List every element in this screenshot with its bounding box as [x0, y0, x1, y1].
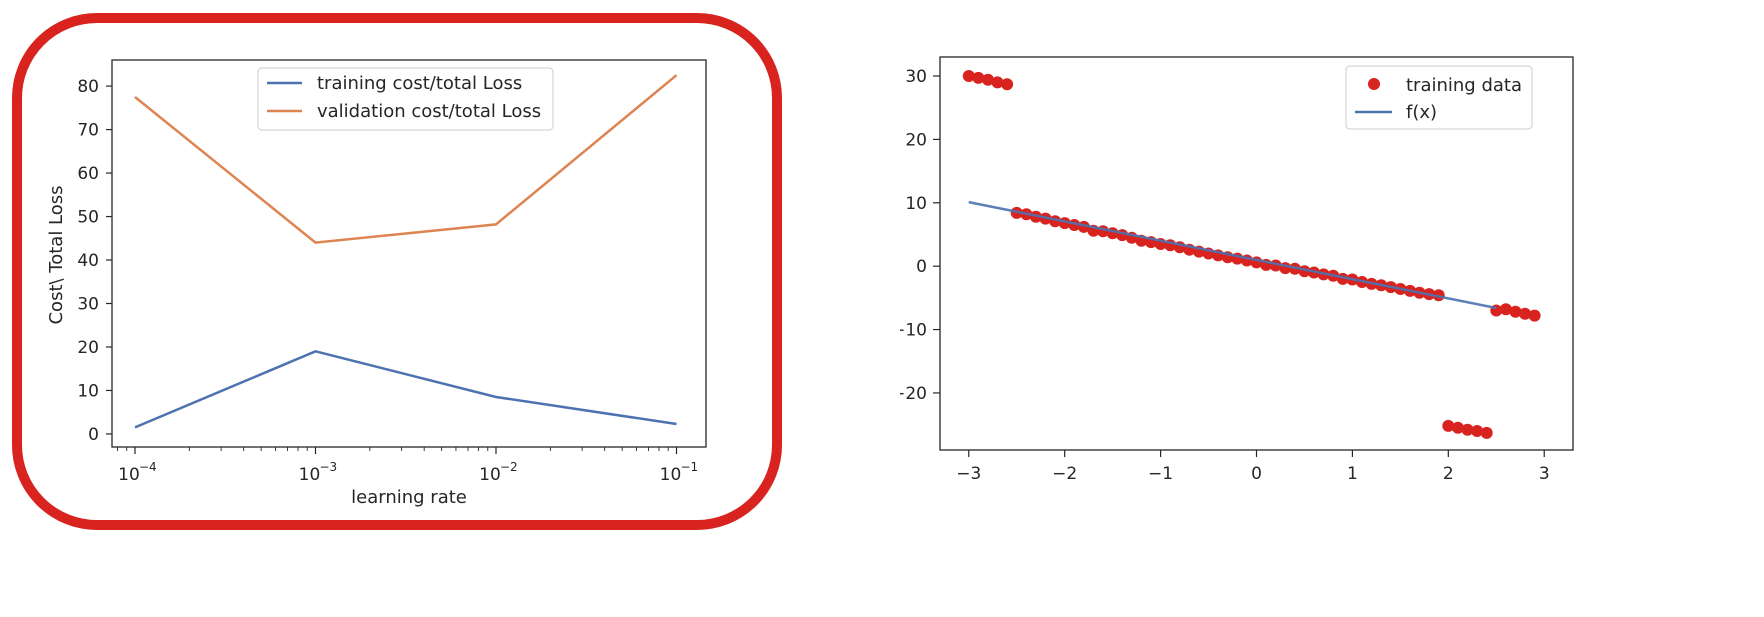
y-tick-label: 40: [77, 251, 99, 271]
series-line-training: [134, 349, 677, 429]
y-tick-label: 10: [905, 194, 927, 214]
y-tick-label: 80: [77, 77, 99, 97]
data-point: [1461, 423, 1474, 436]
y-tick-label: 50: [77, 208, 99, 228]
data-point: [1471, 425, 1484, 437]
x-tick-label: 2: [1443, 464, 1454, 484]
data-point: [1509, 305, 1522, 318]
data-point: [972, 71, 985, 84]
x-tick-label: 10: [660, 465, 682, 485]
data-point: [1451, 421, 1464, 434]
x-tick-label: −1: [1148, 464, 1173, 484]
data-point: [1528, 309, 1541, 322]
legend-label-validation: validation cost/total Loss: [317, 101, 541, 122]
x-tick-label: −3: [956, 464, 981, 484]
data-point: [982, 73, 994, 86]
y-tick-label: 0: [916, 257, 927, 277]
legend-label-training-data: training data: [1406, 75, 1522, 96]
x-axis-label: learning rate: [351, 487, 467, 508]
x-tick-label: 1: [1347, 464, 1358, 484]
x-tick-label-exponent: −4: [139, 460, 157, 474]
data-point: [1442, 419, 1455, 432]
data-point: [1480, 426, 1493, 439]
y-tick-label: −10: [900, 321, 927, 341]
y-tick-label: 70: [77, 121, 99, 141]
legend-marker-training-data: [1368, 78, 1380, 90]
x-tick-label: 10: [479, 465, 501, 485]
plot-frame: [111, 59, 707, 448]
y-tick-label: 30: [905, 67, 927, 87]
plot-frame: [939, 56, 1574, 451]
data-point: [1001, 78, 1014, 91]
x-tick-label-exponent: −3: [320, 460, 338, 474]
data-point: [1519, 307, 1531, 320]
y-tick-label: 20: [905, 130, 927, 150]
x-tick-label: 10: [118, 465, 140, 485]
data-point: [962, 70, 975, 82]
legend-label-training: training cost/total Loss: [317, 73, 522, 94]
legend-box: [257, 67, 554, 131]
y-tick-label: −20: [900, 384, 927, 404]
data-point: [991, 76, 1004, 89]
y-axis-label: Cost\ Total Loss: [46, 185, 67, 324]
legend-label-fx: f(x): [1406, 102, 1437, 123]
y-tick-label: 10: [77, 381, 99, 401]
y-tick-label: 60: [77, 164, 99, 184]
learning-rate-chart: 10 −4 10 −3 10 −2 10 −1 0 10 20 30 40 50 60 70 80 learni…: [12, 13, 782, 530]
x-tick-label-exponent: −1: [681, 460, 699, 474]
x-tick-label: 0: [1251, 464, 1262, 484]
highlight-frame: [12, 13, 782, 530]
x-tick-label-exponent: −2: [500, 460, 518, 474]
legend: training cost/total Loss validation cost…: [257, 67, 554, 131]
legend-box: [1345, 65, 1533, 130]
y-tick-label: 30: [77, 295, 99, 315]
legend: training data f(x): [1345, 65, 1533, 130]
data-point: [1499, 303, 1512, 316]
x-tick-label: −2: [1052, 464, 1077, 484]
fit-line: [968, 200, 1497, 310]
y-tick-label: 0: [88, 425, 99, 445]
x-tick-label: 3: [1539, 464, 1550, 484]
y-tick-label: 20: [77, 338, 99, 358]
series-line-validation: [134, 74, 678, 244]
x-tick-label: 10: [299, 465, 321, 485]
